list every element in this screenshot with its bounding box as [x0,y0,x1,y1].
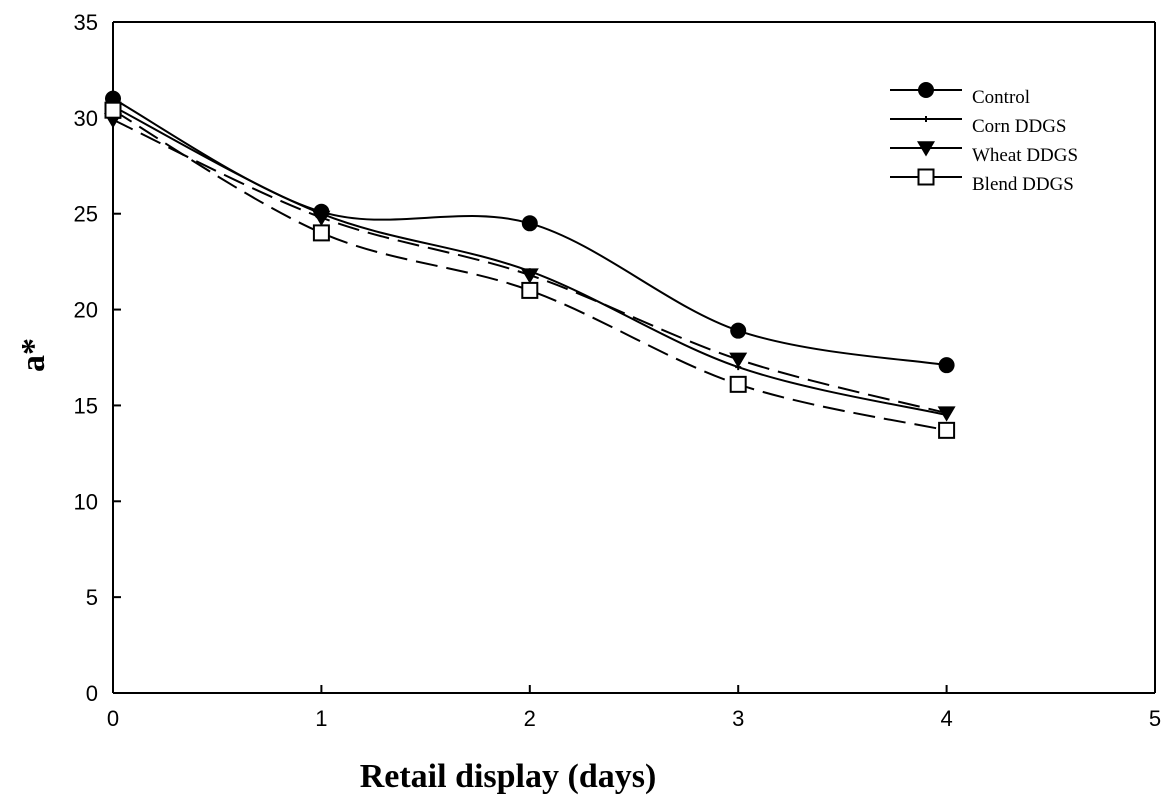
y-tick-label: 30 [74,106,98,131]
y-tick-label: 0 [86,681,98,706]
data-point-control [730,322,747,339]
legend-marker-control [918,82,934,98]
data-point-blend-ddgs [104,101,122,119]
data-point-wheat-ddgs [937,406,956,422]
legend-marker-wheat-ddgs [917,141,935,157]
x-tick-label: 0 [107,706,119,731]
series-markers [104,90,956,439]
legend-marker-corn-ddgs [923,116,929,122]
data-point-blend-ddgs [729,375,747,393]
legend-background [948,78,1116,214]
y-tick-label: 25 [74,202,98,227]
y-tick-label: 35 [74,10,98,35]
y-tick-label: 5 [86,585,98,610]
series-lines [112,97,947,432]
series-line-blend-ddgs [112,109,947,432]
x-tick-label: 5 [1149,706,1161,731]
legend-label-corn-ddgs: Corn DDGS [972,116,1066,137]
data-point-wheat-ddgs [520,268,539,284]
axes [112,21,1156,694]
legend-label-wheat-ddgs: Wheat DDGS [972,145,1078,166]
y-tick-label: 10 [74,489,98,514]
series-line-corn-ddgs [112,105,947,416]
data-point-blend-ddgs [521,281,539,299]
data-point-blend-ddgs [312,224,330,242]
x-tick-label: 4 [940,706,952,731]
legend-label-control: Control [972,87,1030,108]
x-tick-label: 2 [524,706,536,731]
data-point-control [938,357,955,374]
x-tick-label: 3 [732,706,744,731]
legend-marker-blend-ddgs [917,168,935,186]
legend: Control Corn DDGS Wheat DDGS Blend DDGS [890,78,1116,214]
data-point-wheat-ddgs [729,352,748,368]
y-axis-title: a* [15,338,52,372]
y-tick-label: 20 [74,298,98,323]
data-point-wheat-ddgs [312,210,331,227]
data-point-control [521,215,538,232]
axis-ticks: 0 1 2 3 4 5 0 5 10 15 20 25 30 35 [74,10,1162,731]
data-point-blend-ddgs [938,421,956,439]
y-tick-label: 15 [74,393,98,418]
legend-label-blend-ddgs: Blend DDGS [972,174,1074,195]
series-line-control [112,97,947,367]
x-tick-label: 1 [315,706,327,731]
x-axis-title: Retail display (days) [360,758,657,795]
series-line-wheat-ddgs [112,118,947,415]
